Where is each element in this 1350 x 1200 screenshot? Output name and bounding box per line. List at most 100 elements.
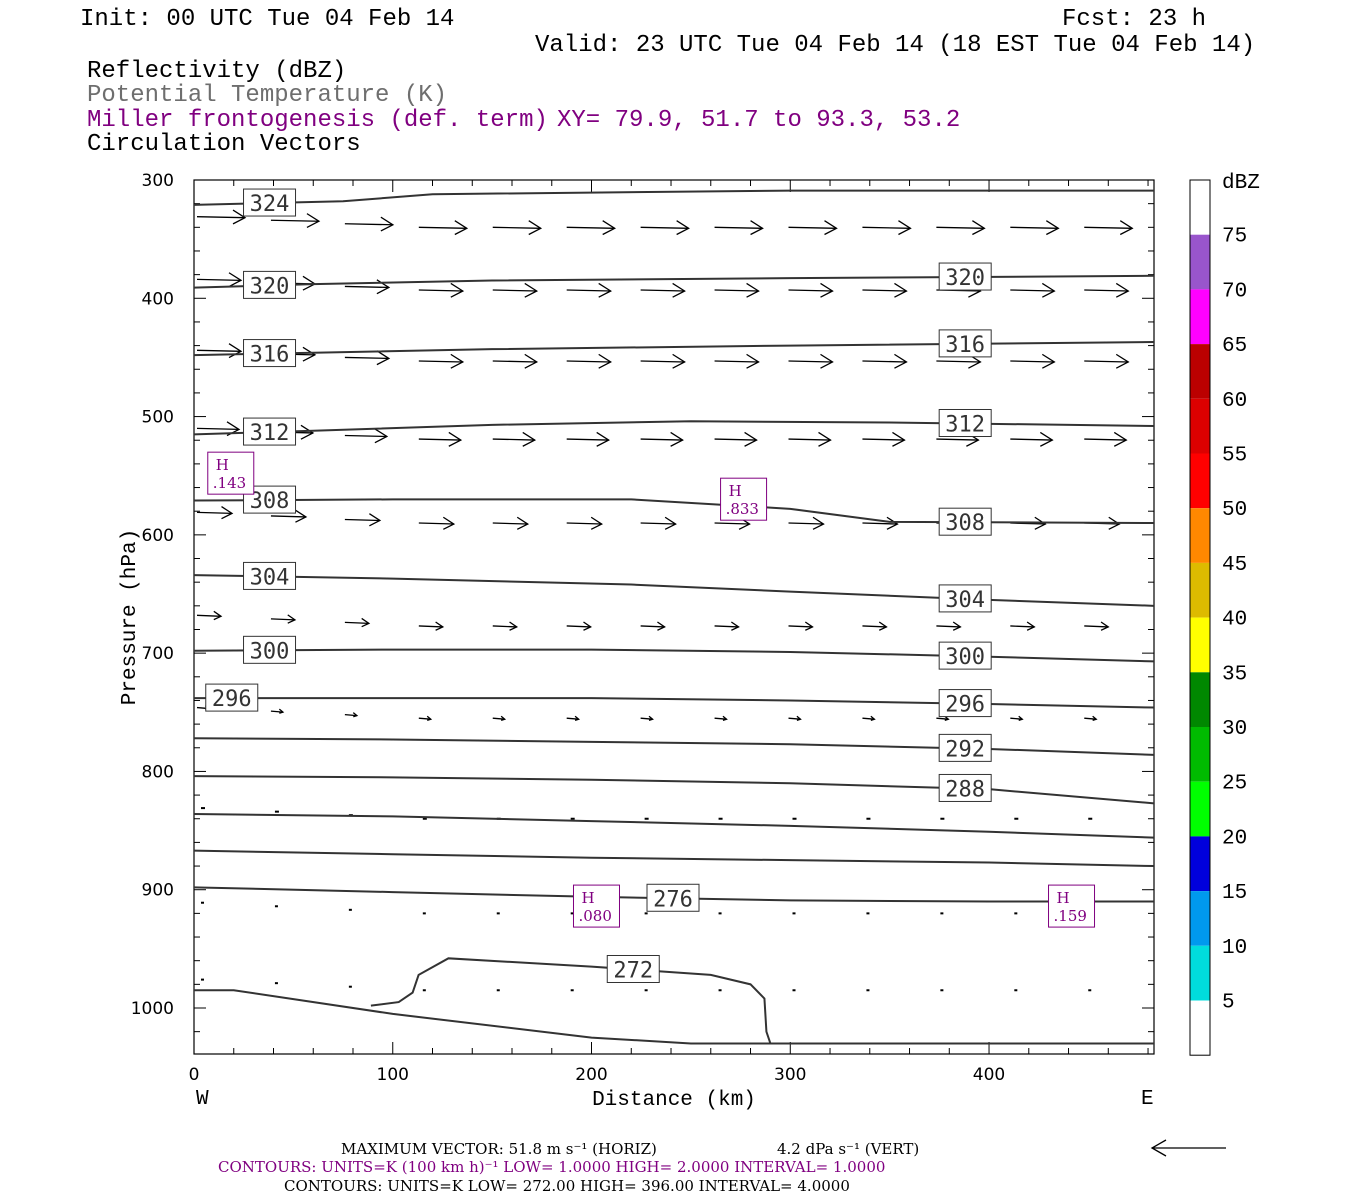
contour-label-box xyxy=(938,773,992,802)
y-tick-label: 400 xyxy=(142,289,174,309)
vector-arrowhead xyxy=(598,282,612,298)
contour-label: 300 xyxy=(945,645,985,670)
vector-arrowhead xyxy=(516,516,530,530)
theta-contour-288 xyxy=(193,775,1155,805)
east-label: E xyxy=(1141,1088,1154,1111)
contour-label: 292 xyxy=(945,737,985,762)
y-axis-label: Pressure (hPa) xyxy=(119,529,142,705)
vector-stub xyxy=(792,912,796,915)
vector-arrowhead xyxy=(1045,220,1060,236)
contour-label: 320 xyxy=(945,266,985,291)
vector-arrowhead xyxy=(1108,516,1121,530)
circulation-vector xyxy=(492,438,535,441)
vector-stub xyxy=(940,989,944,992)
vector-arrowhead xyxy=(528,220,543,236)
vector-arrowhead xyxy=(804,621,814,631)
contour-label: 312 xyxy=(945,412,985,437)
circulation-vector xyxy=(492,717,505,720)
colorbar-segment xyxy=(1190,234,1210,290)
vector-arrowhead xyxy=(1041,282,1056,298)
circulation-vector xyxy=(714,625,739,628)
vector-stub xyxy=(348,985,352,988)
vector-stub xyxy=(644,989,648,992)
vector-arrowhead xyxy=(944,715,950,721)
vector-stub xyxy=(570,912,574,915)
colorbar-label: 45 xyxy=(1222,554,1247,577)
circulation-vector xyxy=(418,289,463,292)
max-vector-horiz: MAXIMUM VECTOR: 51.8 m s⁻¹ (HORIZ) xyxy=(341,1140,657,1158)
vector-arrowhead xyxy=(213,610,223,621)
vector-arrowhead xyxy=(1115,353,1130,369)
vector-stub xyxy=(940,912,944,915)
circulation-vector xyxy=(1084,438,1127,441)
colorbar-label: 20 xyxy=(1222,827,1247,850)
cross-section-endpoints: XY= 79.9, 51.7 to 93.3, 53.2 xyxy=(557,107,960,134)
circulation-vector xyxy=(418,438,461,441)
circulation-vector xyxy=(788,226,837,229)
circulation-vector xyxy=(714,360,759,363)
init-time: Init: 00 UTC Tue 04 Feb 14 xyxy=(80,6,454,33)
circulation-vector xyxy=(714,717,727,720)
maximum-marker-value: .080 xyxy=(578,907,611,925)
x-tick-label: 300 xyxy=(774,1065,806,1085)
vector-arrowhead xyxy=(442,516,456,530)
colorbar-label: 50 xyxy=(1222,499,1247,522)
vector-arrowhead xyxy=(583,621,592,631)
colorbar-segment xyxy=(1190,1000,1210,1056)
vector-stub xyxy=(792,989,796,992)
x-tick-label: 200 xyxy=(575,1065,607,1085)
vector-arrowhead xyxy=(1041,353,1056,369)
vector-arrowhead xyxy=(722,715,728,721)
colorbar-segment xyxy=(1190,781,1210,837)
circulation-vector xyxy=(492,226,541,229)
terrain-line xyxy=(194,989,1154,1045)
theta-contour-292 xyxy=(193,737,1155,756)
circulation-vector xyxy=(418,360,463,363)
circulation-vector xyxy=(936,625,961,628)
contour-label-box xyxy=(606,954,660,983)
colorbar-label: 35 xyxy=(1222,663,1247,686)
vector-arrowhead xyxy=(1100,621,1110,631)
vector-arrowhead xyxy=(892,431,906,447)
circulation-vector xyxy=(788,360,833,363)
vector-arrowhead xyxy=(380,216,395,232)
field-reflectivity: Reflectivity (dBZ) xyxy=(87,58,346,85)
vector-arrowhead xyxy=(952,621,962,631)
y-tick-label: 700 xyxy=(142,644,174,664)
circulation-vector xyxy=(492,360,537,363)
contour-label-box xyxy=(243,417,297,446)
vector-stub xyxy=(1014,989,1018,992)
circulation-vector xyxy=(196,349,242,352)
vector-arrowhead xyxy=(750,220,764,236)
maximum-marker-box xyxy=(207,451,255,495)
circulation-vector xyxy=(862,289,907,292)
maximum-marker-box xyxy=(1048,884,1096,928)
theta-contour-300 xyxy=(193,648,1155,663)
contour-label-box xyxy=(938,262,992,291)
vector-arrowhead xyxy=(221,506,234,520)
vector-stub xyxy=(570,817,575,820)
vector-arrowhead xyxy=(894,353,908,369)
vector-stub xyxy=(1088,817,1093,820)
vector-arrowhead xyxy=(824,220,838,236)
colorbar-frame xyxy=(1189,179,1211,1056)
theta-contours: 324 320 320 316 316 312 312 308 308 304 304 300 300 2… xyxy=(193,188,1155,1044)
vector-arrowhead xyxy=(524,282,539,298)
vector-arrowhead xyxy=(648,715,654,721)
vector-arrowhead xyxy=(450,353,465,369)
maximum-marker-letter: H xyxy=(581,889,594,907)
maximum-marker-letter: H xyxy=(216,456,229,474)
vector-arrowhead xyxy=(374,428,389,444)
circulation-vector xyxy=(344,518,380,522)
ground-line xyxy=(194,989,1154,1045)
contour-label-box xyxy=(938,329,992,358)
circulation-vector xyxy=(640,438,683,441)
circulation-vector xyxy=(1010,717,1023,720)
vector-arrowhead xyxy=(590,516,603,530)
circulation-vector xyxy=(418,226,467,229)
circulation-vector xyxy=(640,289,685,292)
vector-arrowhead xyxy=(676,220,690,236)
vector-stub xyxy=(792,817,797,820)
vector-arrowhead xyxy=(509,621,519,631)
